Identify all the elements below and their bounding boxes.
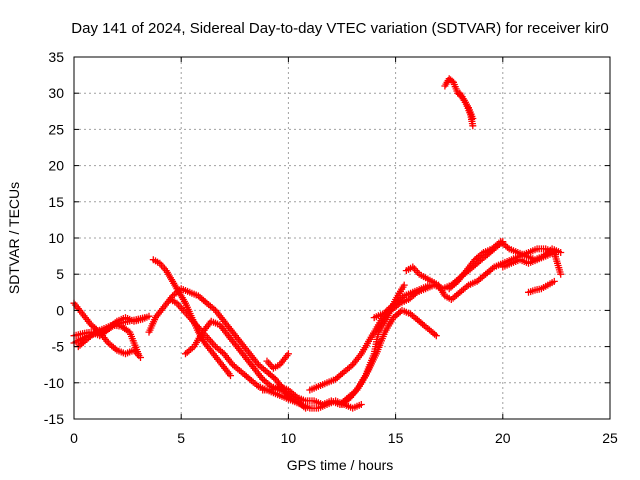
data-point (357, 401, 365, 408)
axis-ticks (73, 56, 611, 420)
data-point (284, 350, 292, 358)
x-tick-label: 20 (495, 430, 511, 446)
series-arc-l (338, 306, 440, 408)
y-tick-label: 20 (48, 158, 64, 174)
x-tick-label: 25 (602, 430, 618, 446)
data-point (302, 404, 310, 412)
series-arc-b (70, 299, 144, 361)
series-arc-f (149, 256, 234, 380)
data-point (557, 249, 565, 256)
series-arc-o (445, 238, 565, 293)
data-point (400, 281, 408, 289)
series-arc-g (167, 296, 365, 412)
series-arc-q (525, 277, 558, 296)
y-tick-label: -5 (52, 339, 65, 355)
y-axis-label: SDTVAR / TECUs (6, 182, 22, 294)
y-tick-label: 15 (48, 194, 64, 210)
x-tick-labels: 0 5 10 15 20 25 (70, 430, 618, 446)
series-arc-i (259, 281, 408, 408)
x-tick-label: 0 (70, 430, 78, 446)
series-arc-k (306, 281, 434, 394)
data-point (557, 270, 565, 278)
data-point (550, 277, 558, 285)
y-tick-labels: -15 -10 -5 0 5 10 15 20 25 30 35 (44, 49, 64, 427)
data-point (145, 312, 153, 320)
chart-title: Day 141 of 2024, Sidereal Day-to-day VTE… (71, 20, 608, 37)
y-tick-label: 10 (48, 230, 64, 246)
grid-lines (74, 57, 610, 419)
x-tick-label: 10 (281, 430, 297, 446)
y-tick-label: 35 (48, 49, 64, 65)
y-tick-label: 25 (48, 121, 64, 137)
data-point (263, 357, 271, 365)
y-tick-label: 30 (48, 85, 64, 101)
data-point (227, 372, 234, 380)
data-point (134, 350, 142, 358)
series-arc-s (456, 89, 477, 122)
x-tick-label: 15 (388, 430, 404, 446)
data-point (432, 332, 440, 340)
y-tick-label: -10 (44, 375, 64, 391)
x-axis-label: GPS time / hours (287, 457, 394, 473)
series-arc-p (499, 249, 565, 278)
y-tick-label: -15 (44, 411, 64, 427)
series-arc-j (263, 350, 292, 372)
data-point (469, 115, 477, 122)
data-point (208, 339, 216, 347)
data-point (469, 122, 477, 130)
y-tick-label: 5 (56, 266, 64, 282)
data-point (137, 354, 144, 361)
series-arc-h (182, 317, 310, 412)
y-tick-label: 0 (56, 302, 64, 318)
data-marks (70, 75, 565, 412)
series-arc-d (74, 321, 142, 358)
series-arc-r (441, 75, 477, 130)
x-tick-label: 5 (177, 430, 185, 446)
